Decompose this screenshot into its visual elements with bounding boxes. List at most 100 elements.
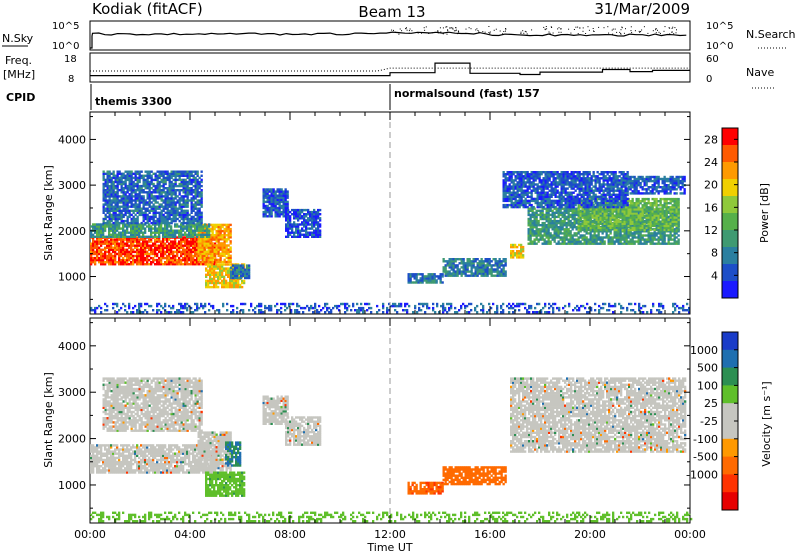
heatmap-cell	[158, 205, 161, 208]
heatmap-cell	[196, 187, 199, 190]
heatmap-cell	[148, 182, 151, 186]
heatmap-cell	[194, 203, 197, 206]
heatmap-cell	[104, 193, 107, 196]
nsearch-point	[558, 27, 560, 29]
heatmap-cell	[585, 208, 588, 211]
heatmap-cell	[575, 242, 578, 245]
heatmap-cell	[223, 260, 226, 264]
heatmap-cell	[180, 174, 183, 177]
heatmap-cell	[201, 250, 204, 253]
heatmap-cell	[466, 274, 469, 277]
heatmap-cell	[196, 258, 199, 262]
heatmap-cell	[184, 236, 187, 239]
heatmap-cell	[597, 224, 600, 228]
heatmap-cell	[605, 216, 608, 219]
heatmap-cell	[541, 221, 544, 225]
heatmap-cell	[474, 270, 477, 273]
heatmap-cell	[234, 268, 237, 271]
heatmap-cell	[96, 235, 99, 238]
heatmap-cell	[104, 217, 107, 221]
heatmap-cell	[225, 256, 228, 259]
heatmap-cell	[186, 187, 189, 190]
heatmap-cell	[152, 178, 155, 182]
heatmap-cell	[615, 214, 618, 217]
heatmap-cell	[502, 268, 505, 271]
heatmap-cell	[565, 234, 568, 237]
heatmap-cell	[595, 230, 598, 233]
heatmap-cell	[136, 197, 139, 200]
heatmap-cell	[266, 188, 269, 191]
heatmap-cell	[140, 170, 143, 173]
freq-tick-high: 18	[64, 54, 77, 65]
freq-label: Freq.	[5, 54, 32, 67]
heatmap-cell	[132, 221, 135, 225]
heatmap-cell	[264, 192, 267, 195]
heatmap-cell	[633, 232, 636, 235]
heatmap-cell	[192, 209, 195, 212]
heatmap-cell	[284, 200, 287, 204]
heatmap-cell	[196, 256, 199, 260]
heatmap-cell	[190, 180, 193, 184]
heatmap-cell	[190, 172, 193, 175]
heatmap-cell	[108, 211, 111, 214]
heatmap-cell	[615, 240, 618, 243]
heatmap-cell	[170, 240, 173, 243]
heatmap-cell	[172, 233, 175, 236]
heatmap-cell	[303, 233, 306, 236]
heatmap-cell	[174, 180, 177, 184]
heatmap-cell	[276, 188, 279, 191]
heatmap-cell	[104, 184, 107, 188]
heatmap-cell	[227, 275, 230, 278]
heatmap-cell	[128, 205, 131, 208]
heatmap-cell	[266, 194, 269, 197]
heatmap-cell	[164, 227, 167, 230]
heatmap-cell	[154, 201, 157, 204]
heatmap-cell	[225, 285, 228, 289]
heatmap-cell	[295, 213, 298, 216]
heatmap-cell	[108, 225, 111, 228]
heatmap-cell	[551, 234, 554, 237]
heatmap-cell	[194, 207, 197, 210]
heatmap-cell	[601, 226, 604, 230]
heatmap-cell	[242, 268, 245, 271]
heatmap-cell	[613, 240, 616, 243]
heatmap-cell	[246, 266, 249, 269]
heatmap-cell	[272, 202, 275, 206]
nsearch-point	[398, 33, 400, 35]
heatmap-cell	[172, 229, 175, 232]
nsearch-point	[625, 28, 626, 30]
heatmap-cell	[184, 240, 187, 243]
heatmap-cell	[217, 267, 220, 270]
heatmap-cell	[215, 223, 218, 227]
heatmap-cell	[621, 230, 624, 233]
heatmap-cell	[581, 226, 584, 230]
heatmap-cell	[166, 172, 169, 175]
heatmap-cell	[158, 231, 161, 234]
heatmap-cell	[531, 228, 534, 231]
heatmap-cell	[128, 215, 131, 219]
heatmap-cell	[196, 182, 199, 186]
heatmap-cell	[611, 214, 614, 217]
heatmap-cell	[130, 191, 133, 194]
heatmap-cell	[262, 188, 265, 191]
heatmap-cell	[208, 223, 211, 226]
heatmap-cell	[108, 256, 111, 260]
heatmap-cell	[561, 240, 564, 243]
heatmap-cell	[188, 250, 191, 254]
heatmap-cell	[142, 261, 145, 264]
heatmap-cell	[227, 227, 230, 231]
heatmap-cell	[301, 229, 304, 232]
heatmap-cell	[563, 238, 566, 241]
nsearch-point	[484, 31, 486, 33]
heatmap-cell	[305, 213, 308, 216]
heatmap-cell	[541, 238, 544, 241]
heatmap-cell	[192, 184, 195, 188]
heatmap-cell	[208, 225, 211, 228]
heatmap-cell	[150, 225, 153, 228]
heatmap-cell	[128, 201, 131, 204]
heatmap-cell	[585, 232, 588, 235]
heatmap-cell	[126, 184, 129, 188]
heatmap-cell	[200, 178, 203, 182]
heatmap-cell	[130, 182, 133, 186]
heatmap-cell	[140, 261, 143, 264]
